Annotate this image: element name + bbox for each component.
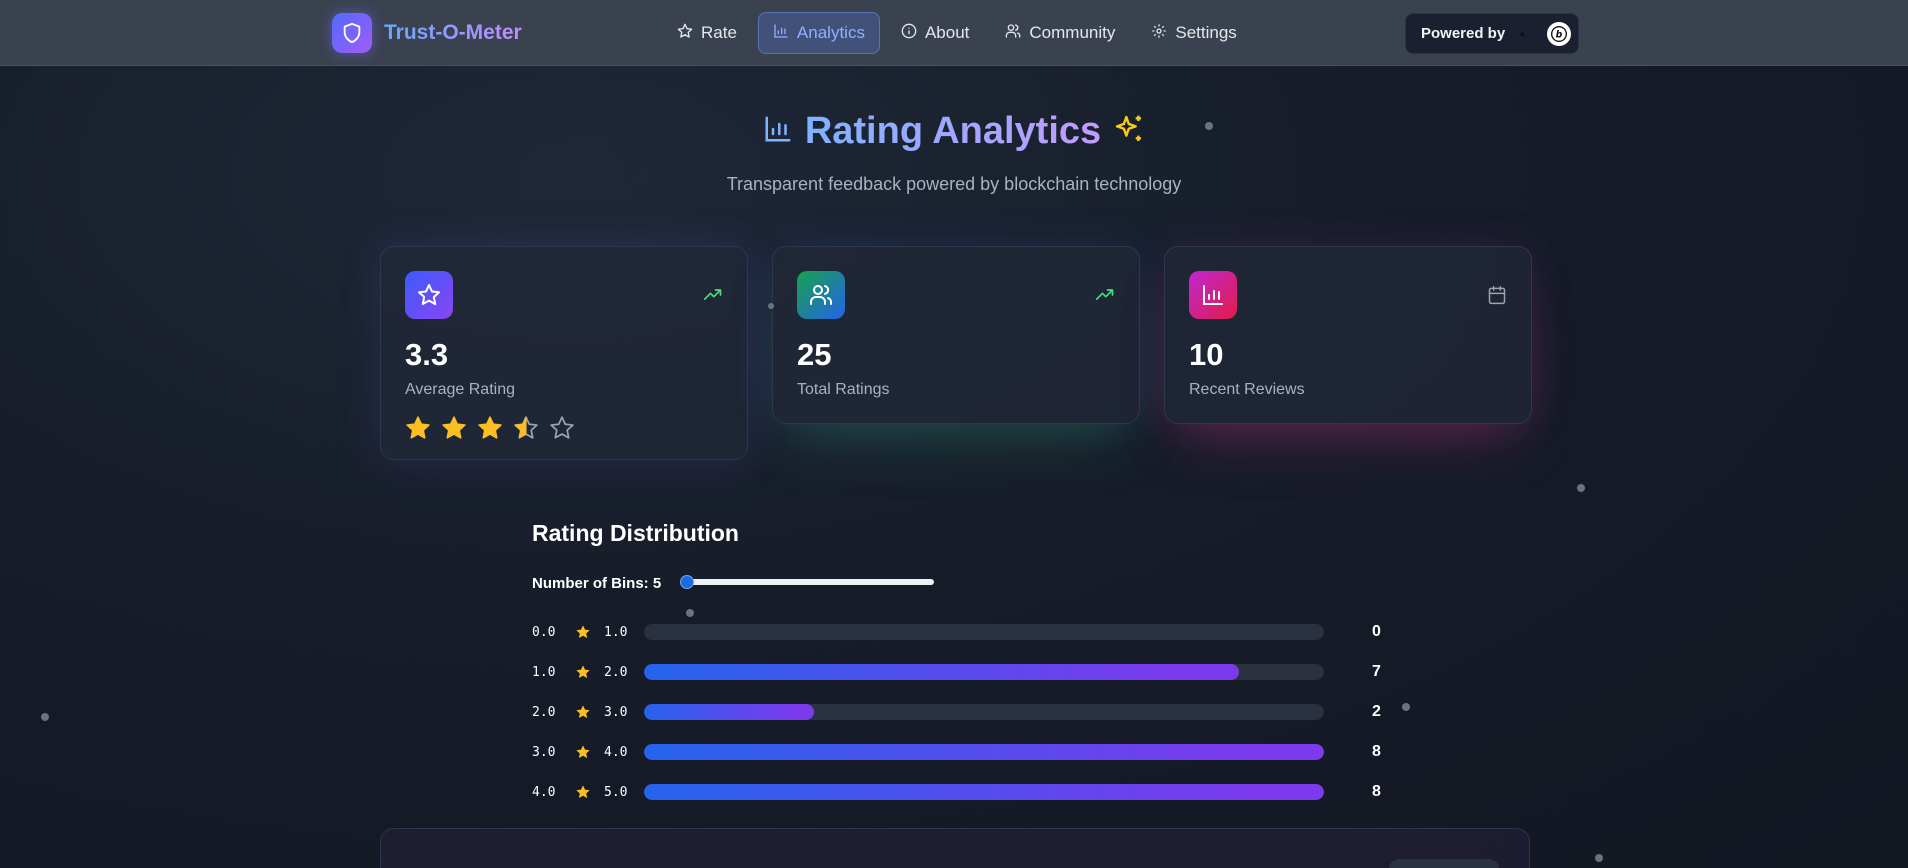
nav-community-label: Community	[1029, 23, 1116, 42]
bin-count: 2	[1372, 703, 1381, 720]
bin-bar-track	[644, 744, 1324, 760]
distribution-row: 3.0 4.0 8	[532, 740, 1392, 764]
decorative-dot	[1402, 703, 1410, 711]
main-nav: Rate Analytics About Community Settings	[662, 12, 1252, 54]
powered-by-badge[interactable]: Powered by ▲ b	[1405, 13, 1579, 54]
nav-about-label: About	[924, 23, 970, 42]
nav-settings[interactable]: Settings	[1136, 12, 1251, 54]
rating-star-icon	[477, 415, 503, 446]
bin-bar-track	[644, 664, 1324, 680]
decorative-dot	[1205, 122, 1213, 130]
bins-slider-thumb[interactable]	[680, 575, 694, 589]
bins-slider-track[interactable]	[682, 579, 934, 585]
distribution-row: 2.0 3.0 2	[532, 700, 1392, 724]
users-icon	[1005, 23, 1021, 44]
bin-lower-bound: 1.0	[532, 664, 556, 680]
bar-chart-icon	[1189, 271, 1237, 319]
star-icon	[562, 624, 604, 640]
bin-count: 0	[1372, 623, 1381, 640]
star-icon	[677, 23, 693, 44]
nav-about[interactable]: About	[886, 12, 984, 54]
total-ratings-label: Total Ratings	[797, 381, 890, 398]
bin-bar-fill	[644, 784, 1324, 800]
distribution-row: 1.0 2.0 7	[532, 660, 1392, 684]
trending-up-icon	[703, 285, 723, 310]
bin-bar-track	[644, 784, 1324, 800]
info-icon	[901, 23, 917, 44]
stat-card-average-rating: 3.3 Average Rating	[380, 246, 748, 460]
bin-upper-bound: 2.0	[604, 664, 628, 680]
calendar-icon	[1487, 285, 1507, 310]
bar-chart-icon	[773, 23, 789, 44]
users-icon	[797, 271, 845, 319]
decorative-dot	[768, 303, 774, 309]
recent-reviews-value: 10	[1189, 337, 1224, 372]
bin-bar-fill	[644, 744, 1324, 760]
bar-chart-icon	[763, 114, 793, 149]
lower-panel-button[interactable]	[1389, 859, 1499, 868]
distribution-title: Rating Distribution	[532, 520, 739, 546]
average-rating-value: 3.3	[405, 337, 449, 372]
bin-lower-bound: 4.0	[532, 784, 556, 800]
bin-upper-bound: 4.0	[604, 744, 628, 760]
triangle-logo-icon: ▲	[1517, 28, 1528, 39]
svg-text:b: b	[1556, 29, 1563, 40]
bin-upper-bound: 1.0	[604, 624, 628, 640]
rating-star-icon	[549, 415, 575, 446]
nav-analytics-label: Analytics	[796, 23, 865, 42]
page-title-text: Rating Analytics	[804, 110, 1102, 152]
stat-card-total-ratings: 25 Total Ratings	[772, 246, 1140, 424]
rating-star-icon	[513, 415, 539, 446]
rating-star-icon	[441, 415, 467, 446]
star-icon	[562, 664, 604, 680]
bin-bar-fill	[644, 664, 1239, 680]
bin-bar-track	[644, 704, 1324, 720]
decorative-dot	[41, 713, 49, 721]
bin-count: 8	[1372, 783, 1381, 800]
bins-label: Number of Bins: 5	[532, 575, 662, 592]
distribution-row: 0.0 1.0 0	[532, 620, 1392, 644]
bin-upper-bound: 5.0	[604, 784, 628, 800]
decorative-dot	[1595, 854, 1603, 862]
bin-count: 7	[1372, 663, 1381, 680]
decorative-dot	[686, 609, 694, 617]
decorative-dot	[1577, 484, 1585, 492]
blockchain-logo-icon: b	[1547, 21, 1572, 46]
total-ratings-value: 25	[797, 337, 832, 372]
star-icon	[562, 704, 604, 720]
sparkles-icon	[1113, 113, 1145, 150]
gear-icon	[1151, 23, 1167, 44]
bin-lower-bound: 3.0	[532, 744, 556, 760]
top-navbar: Trust-O-Meter Rate Analytics About Commu…	[0, 0, 1908, 66]
recent-reviews-label: Recent Reviews	[1189, 381, 1305, 398]
stat-card-recent-reviews: 10 Recent Reviews	[1164, 246, 1532, 424]
trending-up-icon	[1095, 285, 1115, 310]
nav-rate[interactable]: Rate	[662, 12, 752, 54]
page-title: Rating Analytics	[0, 110, 1908, 153]
star-icon	[405, 271, 453, 319]
powered-by-label: Powered by	[1421, 25, 1506, 42]
bin-bar-fill	[644, 704, 814, 720]
shield-icon	[332, 13, 372, 53]
rating-star-icon	[405, 415, 431, 446]
lower-panel	[380, 828, 1530, 868]
page-subtitle: Transparent feedback powered by blockcha…	[726, 174, 1182, 194]
nav-community[interactable]: Community	[990, 12, 1130, 54]
average-rating-label: Average Rating	[405, 381, 515, 398]
nav-analytics[interactable]: Analytics	[757, 12, 880, 54]
bin-lower-bound: 2.0	[532, 704, 556, 720]
nav-settings-label: Settings	[1175, 23, 1237, 42]
brand-name: Trust-O-Meter	[384, 21, 522, 44]
star-icon	[562, 744, 604, 760]
star-icon	[562, 784, 604, 800]
bin-bar-track	[644, 624, 1324, 640]
bin-lower-bound: 0.0	[532, 624, 556, 640]
distribution-row: 4.0 5.0 8	[532, 780, 1392, 804]
brand[interactable]: Trust-O-Meter	[332, 13, 522, 53]
nav-rate-label: Rate	[701, 23, 737, 42]
rating-stars	[405, 415, 723, 446]
bin-count: 8	[1372, 743, 1381, 760]
bin-upper-bound: 3.0	[604, 704, 628, 720]
